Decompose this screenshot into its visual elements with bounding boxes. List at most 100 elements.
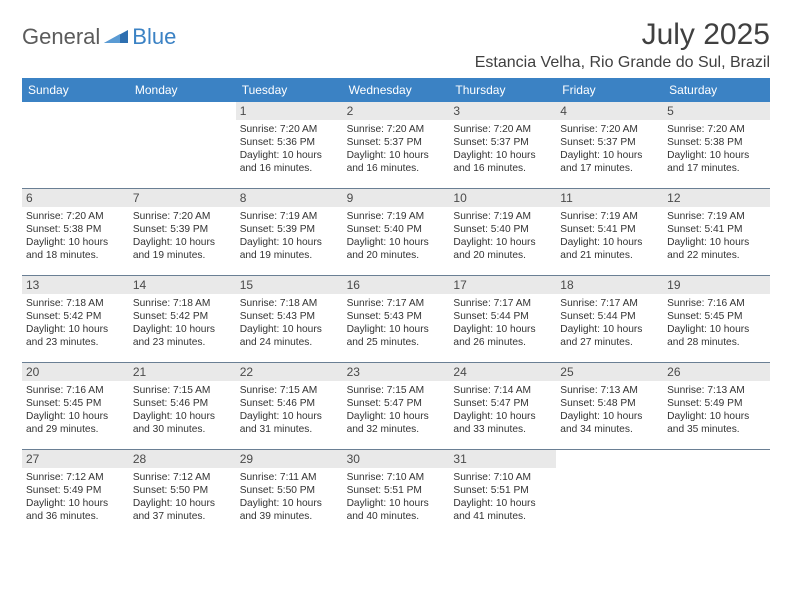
sunrise-text: Sunrise: 7:11 AM — [240, 471, 339, 484]
day-number: 12 — [663, 189, 770, 207]
day-number — [22, 102, 129, 106]
week-row: 20Sunrise: 7:16 AMSunset: 5:45 PMDayligh… — [22, 363, 770, 450]
sunrise-text: Sunrise: 7:13 AM — [560, 384, 659, 397]
day-cell: 22Sunrise: 7:15 AMSunset: 5:46 PMDayligh… — [236, 363, 343, 449]
dow-sunday: Sunday — [22, 78, 129, 102]
daylight-line1: Daylight: 10 hours — [347, 236, 446, 249]
day-number — [556, 450, 663, 454]
header: General Blue July 2025 Estancia Velha, R… — [22, 18, 770, 72]
daylight-line1: Daylight: 10 hours — [667, 323, 766, 336]
dow-thursday: Thursday — [449, 78, 556, 102]
day-cell — [22, 102, 129, 188]
daylight-line2: and 31 minutes. — [240, 423, 339, 436]
sunrise-text: Sunrise: 7:20 AM — [453, 123, 552, 136]
daylight-line2: and 20 minutes. — [453, 249, 552, 262]
day-number: 16 — [343, 276, 450, 294]
daylight-line1: Daylight: 10 hours — [560, 410, 659, 423]
day-cell: 28Sunrise: 7:12 AMSunset: 5:50 PMDayligh… — [129, 450, 236, 536]
day-number: 19 — [663, 276, 770, 294]
sunset-text: Sunset: 5:43 PM — [240, 310, 339, 323]
week-row: 6Sunrise: 7:20 AMSunset: 5:38 PMDaylight… — [22, 189, 770, 276]
day-number: 4 — [556, 102, 663, 120]
daylight-line2: and 19 minutes. — [133, 249, 232, 262]
daylight-line2: and 30 minutes. — [133, 423, 232, 436]
day-cell: 5Sunrise: 7:20 AMSunset: 5:38 PMDaylight… — [663, 102, 770, 188]
daylight-line2: and 33 minutes. — [453, 423, 552, 436]
daylight-line2: and 39 minutes. — [240, 510, 339, 523]
daylight-line2: and 22 minutes. — [667, 249, 766, 262]
day-cell: 18Sunrise: 7:17 AMSunset: 5:44 PMDayligh… — [556, 276, 663, 362]
dow-wednesday: Wednesday — [343, 78, 450, 102]
day-number: 27 — [22, 450, 129, 468]
sunrise-text: Sunrise: 7:15 AM — [240, 384, 339, 397]
day-cell: 1Sunrise: 7:20 AMSunset: 5:36 PMDaylight… — [236, 102, 343, 188]
weeks-container: 1Sunrise: 7:20 AMSunset: 5:36 PMDaylight… — [22, 102, 770, 536]
sunset-text: Sunset: 5:51 PM — [347, 484, 446, 497]
dow-tuesday: Tuesday — [236, 78, 343, 102]
daylight-line1: Daylight: 10 hours — [240, 323, 339, 336]
daylight-line1: Daylight: 10 hours — [347, 497, 446, 510]
day-cell: 7Sunrise: 7:20 AMSunset: 5:39 PMDaylight… — [129, 189, 236, 275]
daylight-line1: Daylight: 10 hours — [26, 497, 125, 510]
sunrise-text: Sunrise: 7:20 AM — [667, 123, 766, 136]
day-number: 31 — [449, 450, 556, 468]
sunrise-text: Sunrise: 7:14 AM — [453, 384, 552, 397]
day-cell: 29Sunrise: 7:11 AMSunset: 5:50 PMDayligh… — [236, 450, 343, 536]
sunset-text: Sunset: 5:50 PM — [240, 484, 339, 497]
sunset-text: Sunset: 5:44 PM — [560, 310, 659, 323]
sunrise-text: Sunrise: 7:18 AM — [240, 297, 339, 310]
daylight-line1: Daylight: 10 hours — [667, 410, 766, 423]
day-cell: 6Sunrise: 7:20 AMSunset: 5:38 PMDaylight… — [22, 189, 129, 275]
day-number: 23 — [343, 363, 450, 381]
day-cell: 20Sunrise: 7:16 AMSunset: 5:45 PMDayligh… — [22, 363, 129, 449]
day-number: 7 — [129, 189, 236, 207]
sunrise-text: Sunrise: 7:10 AM — [453, 471, 552, 484]
day-cell: 2Sunrise: 7:20 AMSunset: 5:37 PMDaylight… — [343, 102, 450, 188]
sunset-text: Sunset: 5:51 PM — [453, 484, 552, 497]
week-row: 13Sunrise: 7:18 AMSunset: 5:42 PMDayligh… — [22, 276, 770, 363]
day-number: 9 — [343, 189, 450, 207]
sunrise-text: Sunrise: 7:19 AM — [667, 210, 766, 223]
day-number: 30 — [343, 450, 450, 468]
day-cell: 24Sunrise: 7:14 AMSunset: 5:47 PMDayligh… — [449, 363, 556, 449]
day-cell: 30Sunrise: 7:10 AMSunset: 5:51 PMDayligh… — [343, 450, 450, 536]
sunrise-text: Sunrise: 7:20 AM — [133, 210, 232, 223]
sunrise-text: Sunrise: 7:15 AM — [347, 384, 446, 397]
sunset-text: Sunset: 5:36 PM — [240, 136, 339, 149]
day-cell — [556, 450, 663, 536]
sunrise-text: Sunrise: 7:16 AM — [667, 297, 766, 310]
day-number: 22 — [236, 363, 343, 381]
daylight-line2: and 16 minutes. — [347, 162, 446, 175]
day-number: 5 — [663, 102, 770, 120]
daylight-line1: Daylight: 10 hours — [240, 236, 339, 249]
daylight-line1: Daylight: 10 hours — [453, 149, 552, 162]
day-cell: 8Sunrise: 7:19 AMSunset: 5:39 PMDaylight… — [236, 189, 343, 275]
day-cell: 23Sunrise: 7:15 AMSunset: 5:47 PMDayligh… — [343, 363, 450, 449]
daylight-line1: Daylight: 10 hours — [560, 236, 659, 249]
dow-monday: Monday — [129, 78, 236, 102]
daylight-line1: Daylight: 10 hours — [667, 149, 766, 162]
daylight-line2: and 32 minutes. — [347, 423, 446, 436]
sunrise-text: Sunrise: 7:18 AM — [133, 297, 232, 310]
sunset-text: Sunset: 5:44 PM — [453, 310, 552, 323]
dow-saturday: Saturday — [663, 78, 770, 102]
daylight-line2: and 41 minutes. — [453, 510, 552, 523]
sunrise-text: Sunrise: 7:20 AM — [560, 123, 659, 136]
day-number: 20 — [22, 363, 129, 381]
day-cell: 13Sunrise: 7:18 AMSunset: 5:42 PMDayligh… — [22, 276, 129, 362]
location-text: Estancia Velha, Rio Grande do Sul, Brazi… — [475, 54, 770, 72]
daylight-line2: and 28 minutes. — [667, 336, 766, 349]
sunrise-text: Sunrise: 7:15 AM — [133, 384, 232, 397]
daylight-line1: Daylight: 10 hours — [133, 323, 232, 336]
daylight-line1: Daylight: 10 hours — [560, 323, 659, 336]
daylight-line1: Daylight: 10 hours — [347, 323, 446, 336]
daylight-line1: Daylight: 10 hours — [347, 410, 446, 423]
daylight-line1: Daylight: 10 hours — [240, 497, 339, 510]
daylight-line1: Daylight: 10 hours — [560, 149, 659, 162]
sunset-text: Sunset: 5:38 PM — [26, 223, 125, 236]
sunset-text: Sunset: 5:45 PM — [667, 310, 766, 323]
day-number: 24 — [449, 363, 556, 381]
day-cell: 17Sunrise: 7:17 AMSunset: 5:44 PMDayligh… — [449, 276, 556, 362]
daylight-line2: and 36 minutes. — [26, 510, 125, 523]
sunrise-text: Sunrise: 7:20 AM — [347, 123, 446, 136]
